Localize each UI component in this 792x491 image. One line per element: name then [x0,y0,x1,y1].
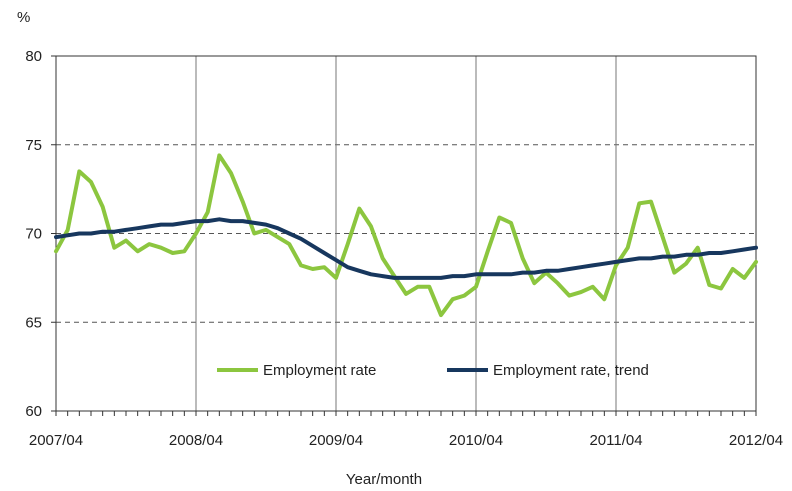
legend-label: Employment rate [263,362,376,379]
x-tick-label: 2007/04 [29,432,83,449]
y-tick-label: 80 [25,48,42,65]
y-tick-label: 70 [25,226,42,243]
x-tick-label: 2009/04 [309,432,363,449]
x-tick-label: 2010/04 [449,432,503,449]
series-line-employment-rate [54,153,758,318]
legend-label: Employment rate, trend [493,362,649,379]
legend-item: Employment rate, trend [447,362,649,379]
legend: Employment rate Employment rate, trend [217,362,649,379]
x-tick-label: 2012/04 [729,432,783,449]
x-axis-title: Year/month [346,471,422,488]
series-line-employment-rate-trend [54,217,758,280]
legend-item: Employment rate [217,362,376,379]
y-tick-label: 65 [25,314,42,331]
x-tick-label: 2008/04 [169,432,223,449]
y-tick-label: 60 [25,403,42,420]
plot-border [55,55,757,412]
series [54,153,758,318]
x-tick-label: 2011/04 [589,432,642,449]
y-tick-label: 75 [25,137,42,154]
y-axis-unit-label: % [17,9,30,26]
axes: 60 65 70 75 80 2007/04 2008/04 2009/04 2010/04 20… [25,48,783,449]
grid [56,55,756,411]
